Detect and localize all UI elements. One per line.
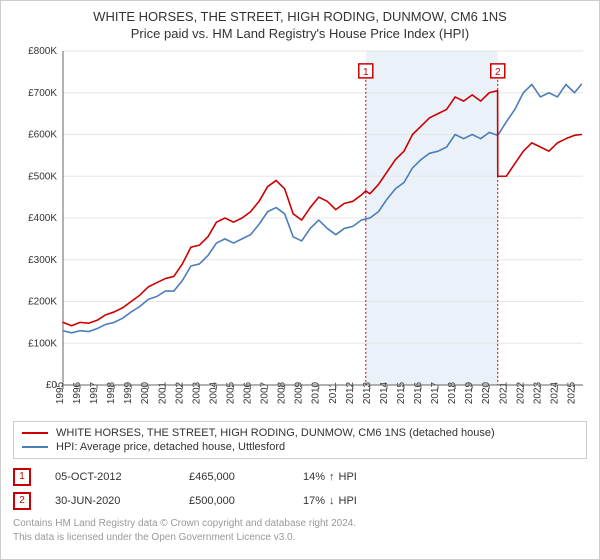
footer-line-1: Contains HM Land Registry data © Crown c… <box>13 517 587 531</box>
legend-label-property: WHITE HORSES, THE STREET, HIGH RODING, D… <box>56 427 495 439</box>
svg-text:£500K: £500K <box>28 171 57 182</box>
chart-area: £0£100K£200K£300K£400K£500K£600K£700K£80… <box>13 45 587 417</box>
legend-item-hpi: HPI: Average price, detached house, Uttl… <box>22 440 578 454</box>
delta-pct: 14% <box>303 471 325 483</box>
svg-text:2: 2 <box>495 67 501 78</box>
transaction-price: £465,000 <box>189 471 279 483</box>
svg-text:£200K: £200K <box>28 297 57 308</box>
legend-swatch-hpi <box>22 446 48 448</box>
transaction-row: 1 05-OCT-2012 £465,000 14% ↑ HPI <box>13 465 587 489</box>
svg-text:£800K: £800K <box>28 46 57 57</box>
svg-text:1: 1 <box>363 67 369 78</box>
transactions-table: 1 05-OCT-2012 £465,000 14% ↑ HPI 2 30-JU… <box>13 465 587 513</box>
price-history-chart-container: { "title_line1": "WHITE HORSES, THE STRE… <box>0 0 600 560</box>
svg-text:£100K: £100K <box>28 338 57 349</box>
svg-text:£400K: £400K <box>28 213 57 224</box>
legend-item-property: WHITE HORSES, THE STREET, HIGH RODING, D… <box>22 426 578 440</box>
legend-swatch-property <box>22 432 48 434</box>
transaction-marker-1: 1 <box>13 468 31 486</box>
transaction-row: 2 30-JUN-2020 £500,000 17% ↓ HPI <box>13 489 587 513</box>
delta-pct: 17% <box>303 495 325 507</box>
svg-text:£700K: £700K <box>28 88 57 99</box>
transaction-marker-2: 2 <box>13 492 31 510</box>
transaction-date: 05-OCT-2012 <box>55 471 165 483</box>
transaction-delta: 17% ↓ HPI <box>303 495 357 507</box>
transaction-delta: 14% ↑ HPI <box>303 471 357 483</box>
title-block: WHITE HORSES, THE STREET, HIGH RODING, D… <box>13 9 587 41</box>
chart-title-subtitle: Price paid vs. HM Land Registry's House … <box>13 26 587 41</box>
transaction-price: £500,000 <box>189 495 279 507</box>
svg-text:£300K: £300K <box>28 255 57 266</box>
legend-label-hpi: HPI: Average price, detached house, Uttl… <box>56 441 285 453</box>
svg-text:£600K: £600K <box>28 130 57 141</box>
delta-suffix: HPI <box>339 471 357 483</box>
arrow-down-icon: ↓ <box>329 495 335 507</box>
legend: WHITE HORSES, THE STREET, HIGH RODING, D… <box>13 421 587 459</box>
chart-title-address: WHITE HORSES, THE STREET, HIGH RODING, D… <box>13 9 587 24</box>
price-hpi-line-chart: £0£100K£200K£300K£400K£500K£600K£700K£80… <box>13 45 589 417</box>
footer-line-2: This data is licensed under the Open Gov… <box>13 531 587 545</box>
delta-suffix: HPI <box>339 495 357 507</box>
transaction-date: 30-JUN-2020 <box>55 495 165 507</box>
attribution-footer: Contains HM Land Registry data © Crown c… <box>13 517 587 544</box>
arrow-up-icon: ↑ <box>329 471 335 483</box>
